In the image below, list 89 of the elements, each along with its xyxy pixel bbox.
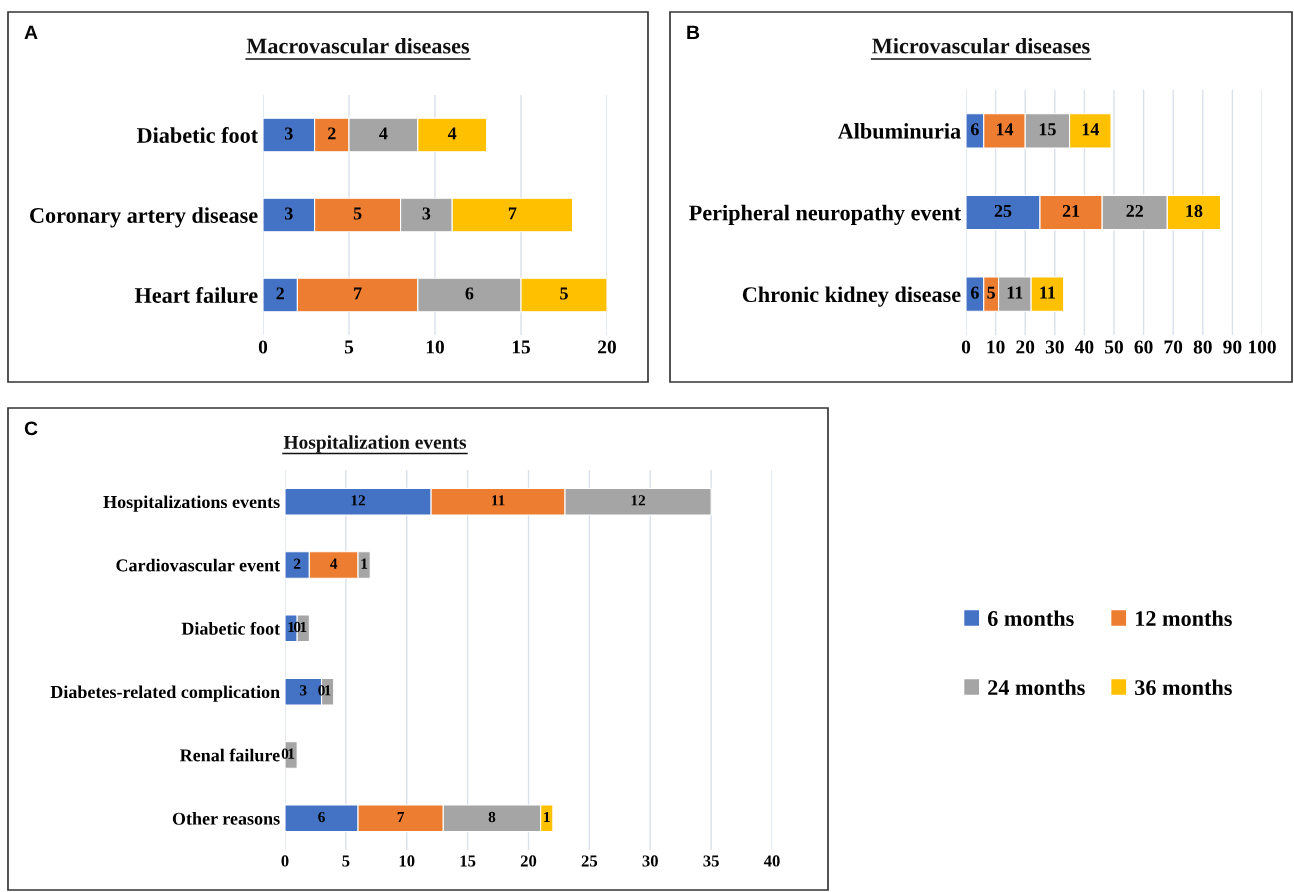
data-label: 12: [631, 495, 646, 506]
data-label: 15: [1039, 123, 1056, 136]
data-label: 2: [294, 558, 301, 569]
data-label: 14: [996, 123, 1014, 136]
data-label: 11: [1007, 286, 1023, 299]
data-label: 5: [560, 287, 568, 300]
data-label: 7: [397, 812, 405, 823]
x-tick-label: 10: [987, 340, 1005, 354]
legend-label: 24 months: [988, 679, 1085, 696]
data-label: 1: [288, 748, 295, 759]
data-label: 11: [492, 495, 505, 506]
x-tick-label: 50: [1105, 340, 1123, 354]
x-tick-label: 20: [1016, 340, 1035, 354]
data-label: 0: [318, 685, 325, 696]
chart-title: Macrovascular diseases: [246, 37, 470, 54]
data-label: 3: [300, 685, 307, 696]
text: A: [24, 25, 38, 40]
data-label: 11: [1040, 286, 1055, 299]
legend-label: 6 months: [987, 610, 1074, 627]
data-label: 5: [987, 286, 996, 299]
data-label: 7: [508, 207, 517, 220]
x-tick-label: 20: [520, 855, 537, 867]
x-tick-label: 5: [342, 855, 350, 867]
x-tick-label: 10: [426, 340, 444, 354]
text: C: [24, 421, 38, 436]
data-label: 1: [361, 558, 368, 569]
data-label: 6: [970, 286, 979, 299]
x-tick-label: 60: [1134, 340, 1153, 354]
x-tick-label: 100: [1248, 340, 1276, 354]
data-label: 6: [970, 123, 979, 136]
data-label: 7: [354, 287, 362, 300]
data-label: 2: [328, 127, 336, 140]
data-label: 22: [1126, 204, 1143, 217]
x-tick-label: 0: [281, 855, 289, 867]
data-label: 1: [300, 621, 307, 633]
x-tick-label: 0: [258, 340, 268, 354]
y-tick-label: Renal failure: [179, 748, 280, 762]
chart-title: Hospitalization events: [283, 435, 467, 453]
y-tick-label: Other reasons: [172, 812, 280, 825]
data-label: 12: [351, 495, 366, 506]
y-tick-label: Peripheral neuropathy event: [689, 204, 962, 226]
y-tick-label: Coronary artery disease: [30, 207, 258, 228]
x-tick-label: 20: [598, 340, 616, 354]
y-tick-label: Heart failure: [134, 287, 258, 303]
x-tick-label: 40: [763, 855, 780, 867]
data-label: 4: [379, 127, 388, 140]
x-tick-label: 0: [961, 340, 971, 354]
y-tick-label: Diabetes-related complication: [50, 685, 280, 702]
data-label: 4: [447, 127, 457, 140]
data-label: 2: [276, 287, 284, 300]
x-tick-label: 15: [512, 340, 531, 354]
data-label: 3: [422, 207, 431, 220]
legend-label: 12 months: [1136, 610, 1232, 627]
x-tick-label: 80: [1193, 340, 1212, 354]
x-tick-label: 30: [1045, 340, 1064, 354]
data-label: 21: [1062, 204, 1080, 217]
data-label: 0: [293, 621, 301, 633]
x-tick-label: 35: [703, 855, 719, 867]
y-tick-label: Cardiovascular event: [116, 558, 281, 572]
x-tick-label: 90: [1223, 340, 1242, 354]
y-tick-label: Albuminuria: [837, 123, 961, 139]
data-label: 18: [1186, 204, 1203, 218]
data-label: 0: [281, 748, 289, 759]
y-tick-label: Diabetic foot: [181, 621, 281, 635]
data-label: 3: [284, 207, 293, 220]
data-label: 14: [1082, 123, 1100, 136]
y-tick-label: Chronic kidney disease: [742, 286, 961, 307]
data-label: 1: [325, 685, 331, 696]
y-tick-label: Diabetic foot: [136, 127, 259, 143]
data-label: 8: [488, 811, 496, 823]
data-label: 6: [318, 811, 325, 823]
x-tick-label: 25: [581, 855, 598, 867]
data-label: 3: [284, 127, 293, 140]
x-tick-label: 70: [1164, 340, 1183, 354]
text: B: [687, 25, 700, 40]
data-label: 6: [465, 287, 474, 300]
chart-title: Microvascular diseases: [872, 37, 1090, 54]
data-label: 4: [330, 558, 338, 569]
data-label: 25: [994, 204, 1012, 218]
data-label: 1: [288, 621, 295, 633]
x-tick-label: 5: [344, 340, 354, 354]
x-tick-label: 15: [460, 855, 476, 867]
x-tick-label: 30: [642, 855, 658, 867]
data-label: 5: [353, 207, 362, 220]
data-label: 1: [544, 811, 550, 823]
x-tick-label: 40: [1074, 340, 1094, 354]
legend-label: 36 months: [1135, 679, 1232, 696]
x-tick-label: 10: [399, 855, 415, 867]
y-tick-label: Hospitalizations events: [103, 495, 280, 512]
